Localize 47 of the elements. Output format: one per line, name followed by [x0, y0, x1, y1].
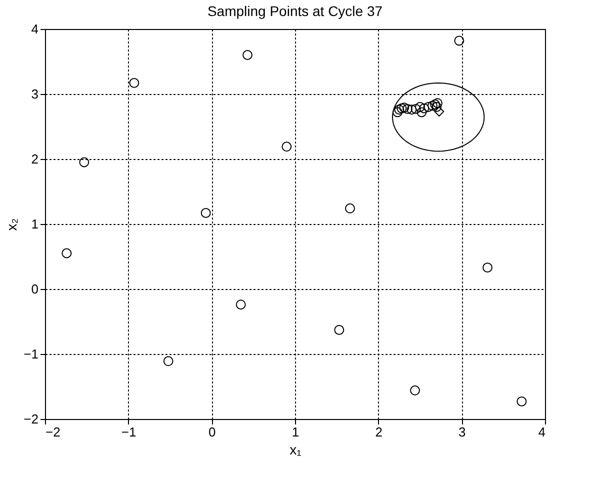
- point: [410, 104, 421, 114]
- point: [392, 107, 402, 118]
- y-tick-label: 2: [31, 152, 38, 166]
- point: [482, 262, 492, 273]
- point: [402, 104, 412, 114]
- point: [410, 385, 420, 396]
- point: [516, 396, 527, 406]
- point: [334, 324, 344, 335]
- point: [200, 208, 211, 218]
- point: [345, 203, 355, 214]
- point: [416, 107, 427, 118]
- point: [62, 248, 72, 258]
- y-tick-label: −2: [24, 412, 38, 426]
- y-tick-label: 4: [31, 22, 38, 36]
- y-tick-label: 3: [31, 86, 38, 102]
- point: [129, 78, 140, 88]
- point: [419, 103, 430, 114]
- point: [406, 104, 417, 115]
- point: [394, 104, 404, 115]
- x-axis-title: x₁: [290, 442, 302, 458]
- x-tick-label: 1: [292, 424, 300, 440]
- point: [236, 300, 246, 310]
- point: [282, 142, 292, 152]
- point: [415, 102, 425, 112]
- chart-title: Sampling Points at Cycle 37: [207, 3, 383, 19]
- point: [396, 103, 407, 114]
- point: [423, 102, 434, 112]
- y-axis-title: x₂: [4, 218, 20, 231]
- point: [163, 356, 174, 366]
- point: [454, 36, 464, 46]
- point: [434, 106, 444, 117]
- y-tick-label: 1: [31, 216, 38, 232]
- point: [399, 102, 410, 113]
- x-tick-label: −1: [121, 424, 136, 440]
- point: [242, 50, 252, 60]
- x-tick-label: −2: [46, 424, 60, 440]
- x-tick-label: 0: [208, 424, 216, 440]
- point: [432, 102, 442, 112]
- y-tick-label: 0: [31, 282, 38, 296]
- point: [432, 98, 442, 108]
- x-tick-label: 4: [538, 424, 546, 440]
- y-tick-label: −1: [24, 346, 38, 362]
- point: [79, 157, 90, 168]
- point: [430, 99, 440, 110]
- x-tick-label: 2: [375, 424, 382, 440]
- point: [428, 100, 438, 111]
- x-tick-label: 3: [458, 424, 466, 440]
